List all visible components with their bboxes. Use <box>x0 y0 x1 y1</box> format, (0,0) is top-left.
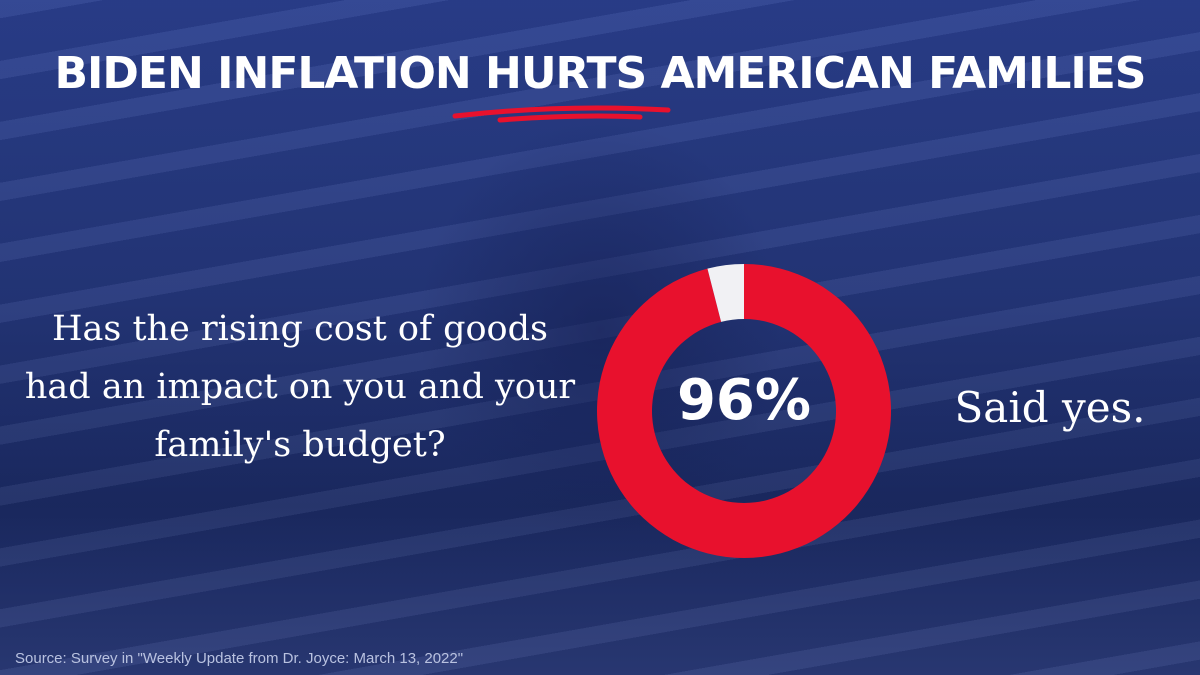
title: BIDEN INFLATION HURTS AMERICAN FAMILIES <box>54 48 1147 99</box>
donut-segment <box>596 264 891 558</box>
value-label: 96% <box>677 368 811 433</box>
question: Has the rising cost of goods had an impa… <box>24 309 576 465</box>
annotation: Said yes. <box>954 383 1146 432</box>
donut <box>596 264 891 558</box>
source: Source: Survey in "Weekly Update from Dr… <box>15 650 464 667</box>
donut-segment <box>707 264 744 322</box>
title-underline <box>452 105 671 123</box>
